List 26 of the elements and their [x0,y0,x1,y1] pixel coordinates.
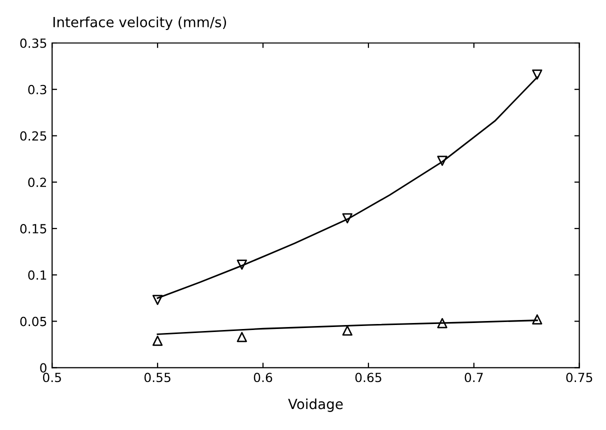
x-tick-label: 0.65 [355,372,382,382]
x-tick-label: 0.5 [43,372,61,382]
point [342,213,352,224]
y-tick-label: 0.05 [20,316,46,326]
x-tick-label: 0.7 [464,372,483,382]
point [152,294,163,306]
point [152,336,163,346]
y-tick-label: 0.3 [28,84,46,94]
point [236,260,247,270]
x-tick-label: 0.55 [144,372,170,382]
y-tick-label: 0.1 [28,270,46,280]
y-tick-label: 0 [40,363,46,373]
point [437,318,448,328]
x-tick-label: 0.6 [254,372,272,382]
x-tick-label: 0.75 [566,372,592,382]
point [342,325,352,336]
point [532,314,542,325]
y-axis-title: Interface velocity (mm/s) [53,16,226,30]
point [236,332,247,342]
point [532,69,542,80]
y-tick-label: 0.15 [20,224,46,234]
y-tick-label: 0.35 [20,38,46,48]
x-axis-title: Voidage [288,398,343,412]
point [437,156,448,166]
y-tick-label: 0.2 [28,178,46,188]
y-tick-label: 0.25 [20,131,46,141]
